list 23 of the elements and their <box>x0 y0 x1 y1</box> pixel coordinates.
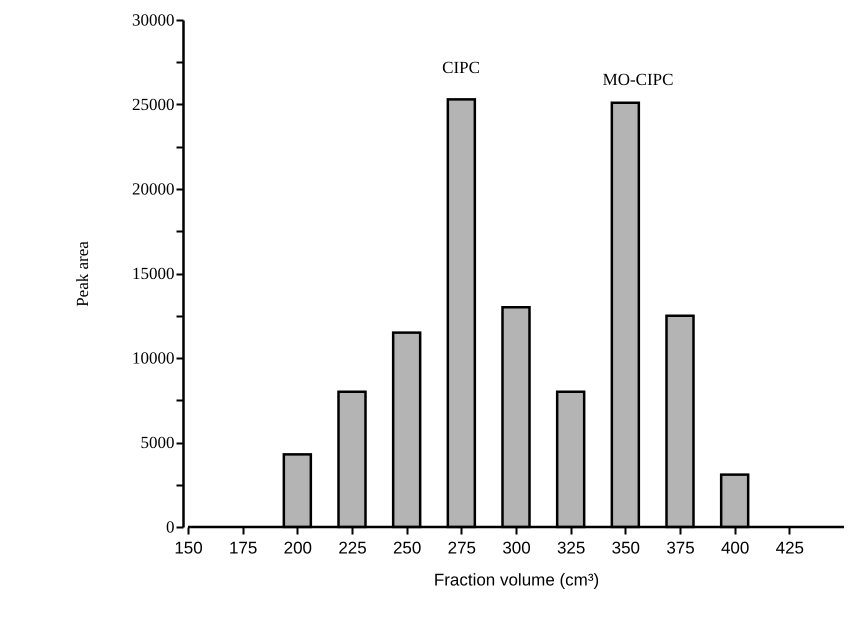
annotation: MO-CIPC <box>602 70 674 89</box>
y-axis-title: Peak area <box>73 240 92 307</box>
x-axis-title: Fraction volume (cm³) <box>434 570 600 590</box>
y-tick-label: 30000 <box>132 10 174 30</box>
annotation: CIPC <box>442 58 480 77</box>
x-tick-label: 400 <box>720 538 750 558</box>
y-tick-label: 10000 <box>132 348 174 368</box>
x-tick-label: 300 <box>502 538 531 558</box>
x-tick-label: 275 <box>448 538 476 558</box>
y-tick-label: 5000 <box>140 433 174 452</box>
y-tick-label: 20000 <box>132 180 174 198</box>
y-tick-label: 15000 <box>132 264 174 283</box>
x-tick-label: 225 <box>338 538 367 558</box>
x-tick-label: 150 <box>174 538 203 558</box>
y-tick-label: 25000 <box>132 95 174 114</box>
x-tick-label: 325 <box>556 538 586 558</box>
x-tick-label: 175 <box>228 538 258 558</box>
x-tick-label: 350 <box>612 538 640 558</box>
x-tick-label: 425 <box>776 538 804 558</box>
x-tick-label: 200 <box>284 538 312 558</box>
x-tick-label: 250 <box>392 538 422 558</box>
y-tick-label: 0 <box>166 518 174 536</box>
x-tick-label: 375 <box>666 538 695 558</box>
